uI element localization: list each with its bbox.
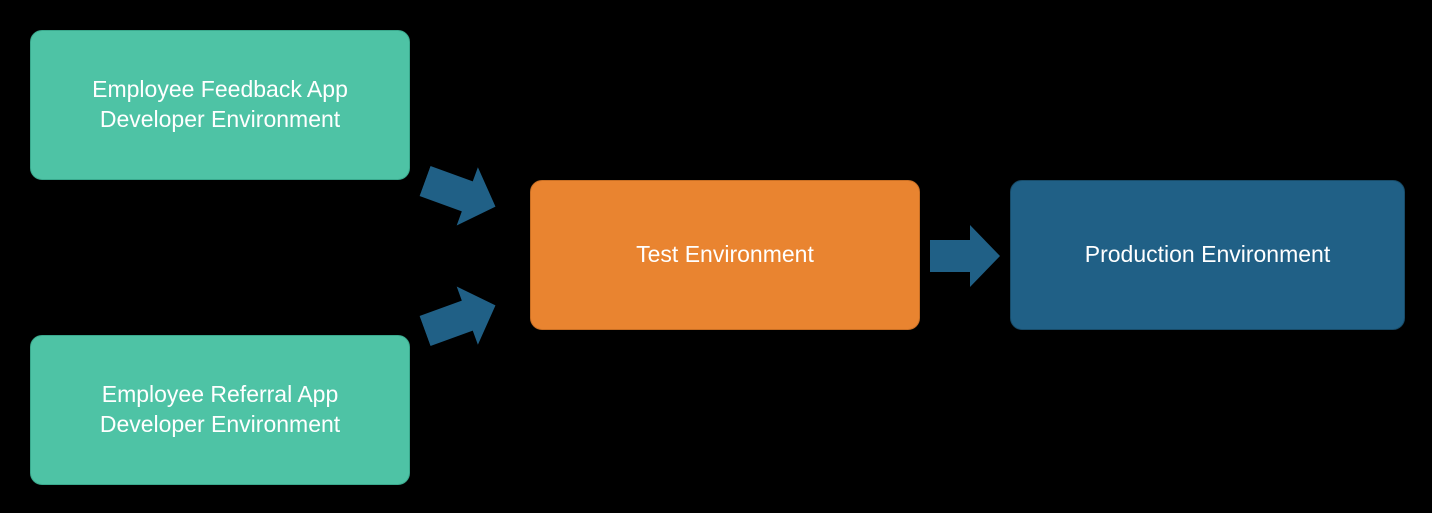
- node-dev-referral: Employee Referral AppDeveloper Environme…: [30, 335, 410, 485]
- node-prod-env: Production Environment: [1010, 180, 1405, 330]
- node-label: Employee Feedback AppDeveloper Environme…: [92, 75, 348, 135]
- arrow-referral-to-test: [414, 276, 506, 360]
- node-label: Test Environment: [636, 240, 814, 270]
- node-label: Production Environment: [1085, 240, 1330, 270]
- node-test-env: Test Environment: [530, 180, 920, 330]
- node-dev-feedback: Employee Feedback AppDeveloper Environme…: [30, 30, 410, 180]
- node-label: Employee Referral AppDeveloper Environme…: [100, 380, 340, 440]
- arrow-feedback-to-test: [414, 152, 506, 236]
- arrow-test-to-prod: [930, 225, 1000, 287]
